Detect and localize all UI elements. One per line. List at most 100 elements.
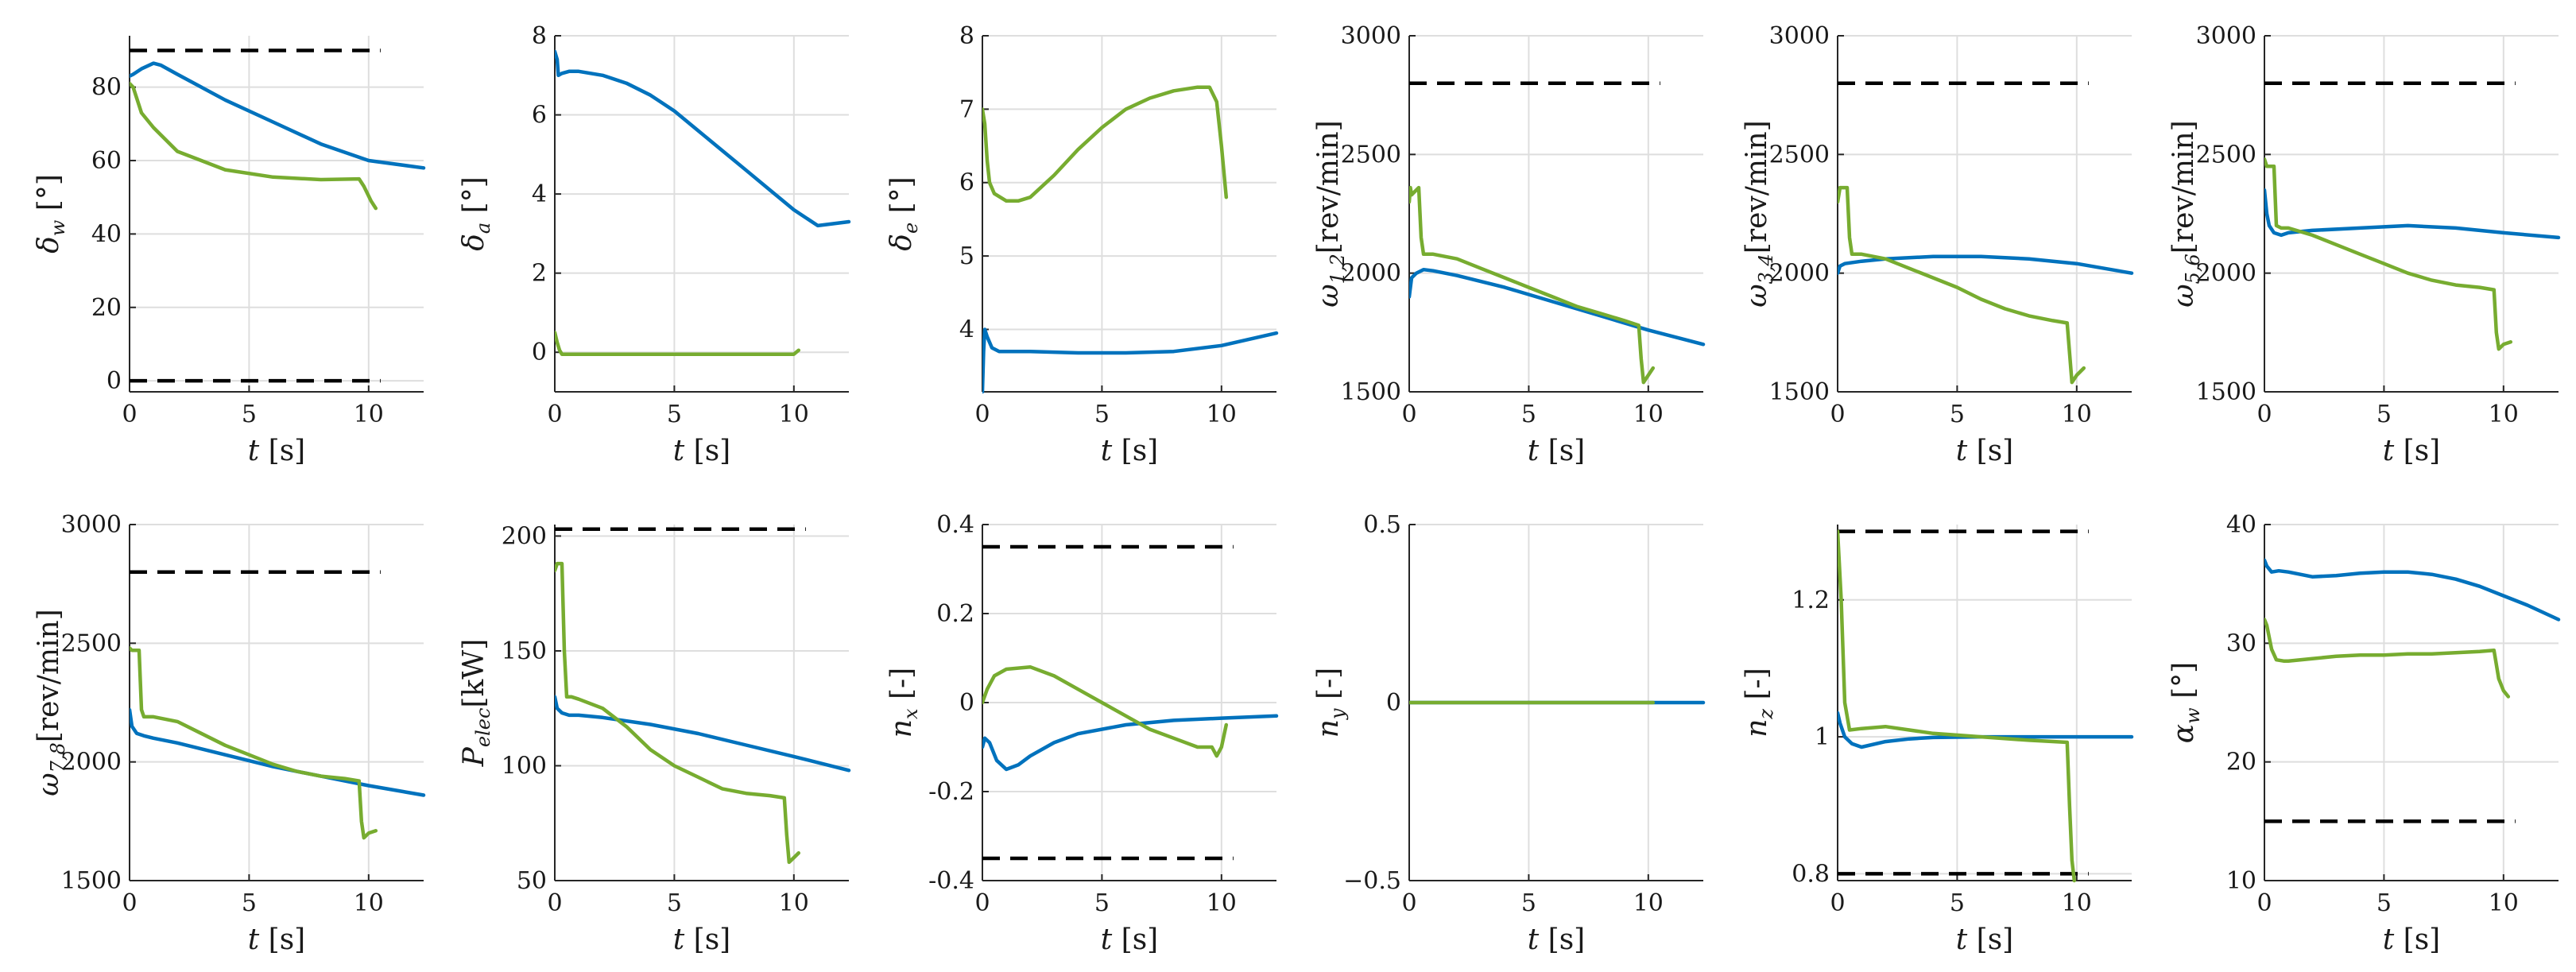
y-tick-label: 2500 bbox=[1769, 141, 1830, 168]
x-axis-label: t [s] bbox=[1528, 924, 1585, 956]
subplot: 0 5 10−0.500.5t [s]ny [-] bbox=[1312, 511, 1706, 956]
series-line-blue bbox=[555, 695, 851, 773]
x-tick-label: 10 bbox=[2489, 889, 2519, 917]
x-axis-label: t [s] bbox=[1528, 435, 1585, 467]
y-tick-label: 1500 bbox=[1769, 378, 1830, 406]
y-tick-label: 3000 bbox=[2196, 22, 2256, 50]
y-tick-label: 0.2 bbox=[936, 600, 974, 628]
x-tick-label: 10 bbox=[1633, 889, 1664, 917]
x-tick-label: 5 bbox=[1094, 889, 1110, 917]
y-tick-label: 40 bbox=[2226, 511, 2256, 539]
y-tick-label: 10 bbox=[2226, 867, 2256, 895]
x-axis-label: t [s] bbox=[248, 924, 305, 956]
x-tick-label: 5 bbox=[667, 401, 682, 428]
x-tick-label: 10 bbox=[779, 401, 809, 428]
x-tick-label: 5 bbox=[1950, 889, 1965, 917]
series-line-blue bbox=[2264, 188, 2561, 240]
series-line-green bbox=[555, 331, 801, 356]
series-line-blue bbox=[2264, 558, 2561, 622]
series-line-green bbox=[1838, 185, 2086, 385]
x-tick-label: 5 bbox=[667, 889, 682, 917]
subplot: 0 5 10 4 5 6 7 8 t [s] δe [°] bbox=[885, 22, 1279, 467]
series-line-green bbox=[2264, 618, 2511, 699]
subplot: 0 5 10 1500 2000 2500 3000 t [s] ω7,8[rev/min] bbox=[33, 511, 426, 956]
series-line-blue bbox=[982, 714, 1279, 772]
y-tick-label: 200 bbox=[502, 522, 547, 550]
y-tick-label: -0.2 bbox=[928, 778, 974, 806]
y-tick-label: 8 bbox=[532, 22, 547, 50]
y-axis-label: ω5,6[rev/min] bbox=[2167, 120, 2204, 307]
y-tick-label: 2000 bbox=[2196, 260, 2256, 288]
x-tick-label: 5 bbox=[1950, 401, 1965, 428]
y-tick-label: 20 bbox=[91, 294, 122, 322]
x-tick-label: 0 bbox=[1830, 889, 1845, 917]
x-tick-label: 10 bbox=[1633, 401, 1664, 428]
x-tick-label: 0 bbox=[1830, 401, 1845, 428]
x-tick-label: 10 bbox=[2062, 889, 2092, 917]
x-axis-label: t [s] bbox=[673, 924, 730, 956]
y-axis-label: δa [°] bbox=[458, 176, 494, 251]
y-tick-label: 40 bbox=[91, 220, 122, 248]
y-tick-label: 80 bbox=[91, 74, 122, 102]
x-axis-label: t [s] bbox=[2383, 435, 2440, 467]
subplot: 0 5 10 1500 2000 2500 3000 t [s] ω5,6[rev/min] bbox=[2167, 22, 2561, 467]
subplot: 0 5 10 0 2 4 6 8 t [s] δa [°] bbox=[458, 22, 851, 467]
x-tick-label: 0 bbox=[547, 401, 562, 428]
subplot: 0 5 10 50 100 150 200 t [s] Pelec[kW] bbox=[458, 522, 851, 956]
y-tick-label: 3000 bbox=[1341, 22, 1401, 50]
y-tick-label: 1500 bbox=[1341, 378, 1401, 406]
y-tick-label: 100 bbox=[502, 752, 547, 780]
y-tick-label: 3000 bbox=[61, 511, 122, 539]
x-tick-label: 5 bbox=[1521, 889, 1536, 917]
series-line-green bbox=[555, 561, 801, 865]
x-tick-label: 10 bbox=[2489, 401, 2519, 428]
y-axis-label: ω1,2[rev/min] bbox=[1312, 120, 1349, 307]
y-axis-label: ny [-] bbox=[1312, 668, 1349, 738]
x-tick-label: 10 bbox=[1207, 401, 1237, 428]
x-axis-label: t [s] bbox=[2383, 924, 2440, 956]
y-tick-label: 0 bbox=[107, 367, 122, 395]
x-tick-label: 5 bbox=[242, 889, 257, 917]
x-tick-label: 5 bbox=[242, 401, 257, 428]
y-tick-label: 2000 bbox=[1341, 260, 1401, 288]
x-tick-label: 10 bbox=[779, 889, 809, 917]
x-axis-label: t [s] bbox=[673, 435, 730, 467]
x-tick-label: 5 bbox=[2377, 889, 2392, 917]
y-tick-label: 2500 bbox=[61, 629, 122, 657]
series-line-green bbox=[1838, 529, 2077, 883]
x-axis-label: t [s] bbox=[1101, 435, 1158, 467]
y-tick-label: 150 bbox=[502, 637, 547, 665]
series-line-blue bbox=[982, 327, 1279, 394]
y-tick-label: 4 bbox=[959, 316, 974, 343]
series-line-green bbox=[130, 81, 378, 211]
x-tick-label: 5 bbox=[1521, 401, 1536, 428]
x-axis-label: t [s] bbox=[248, 435, 305, 467]
y-tick-label: 0 bbox=[1386, 689, 1401, 717]
series-line-blue bbox=[1409, 267, 1706, 347]
series-line-green bbox=[2264, 157, 2513, 351]
y-tick-label: 0.4 bbox=[936, 511, 974, 539]
y-axis-label: ω7,8[rev/min] bbox=[33, 609, 69, 796]
subplot: 0 5 10 -0.4 -0.2 0 0.2 0.4 t [s] nx [-] bbox=[885, 511, 1279, 956]
series-line-green bbox=[982, 664, 1229, 758]
y-tick-label: 2 bbox=[532, 260, 547, 288]
y-tick-label: 2000 bbox=[1769, 260, 1830, 288]
x-tick-label: 0 bbox=[547, 889, 562, 917]
y-tick-label: 4 bbox=[532, 180, 547, 208]
y-axis-label: δe [°] bbox=[885, 176, 922, 250]
y-tick-label: 2000 bbox=[61, 749, 122, 776]
series-line-green bbox=[1409, 185, 1656, 385]
x-tick-label: 10 bbox=[354, 889, 384, 917]
x-tick-label: 10 bbox=[354, 401, 384, 428]
y-tick-label: -0.4 bbox=[928, 867, 974, 895]
y-tick-label: 3000 bbox=[1769, 22, 1830, 50]
x-tick-label: 0 bbox=[1401, 889, 1416, 917]
y-tick-label: 8 bbox=[959, 22, 974, 50]
x-tick-label: 5 bbox=[2377, 401, 2392, 428]
y-tick-label: 0 bbox=[532, 339, 547, 366]
y-tick-label: 1500 bbox=[2196, 378, 2256, 406]
subplot: 0 5 10 10 20 30 40 t [s] αw [°] bbox=[2167, 511, 2561, 956]
y-tick-label: 1 bbox=[1815, 723, 1830, 751]
y-axis-label: ω3,4[rev/min] bbox=[1741, 120, 1777, 307]
